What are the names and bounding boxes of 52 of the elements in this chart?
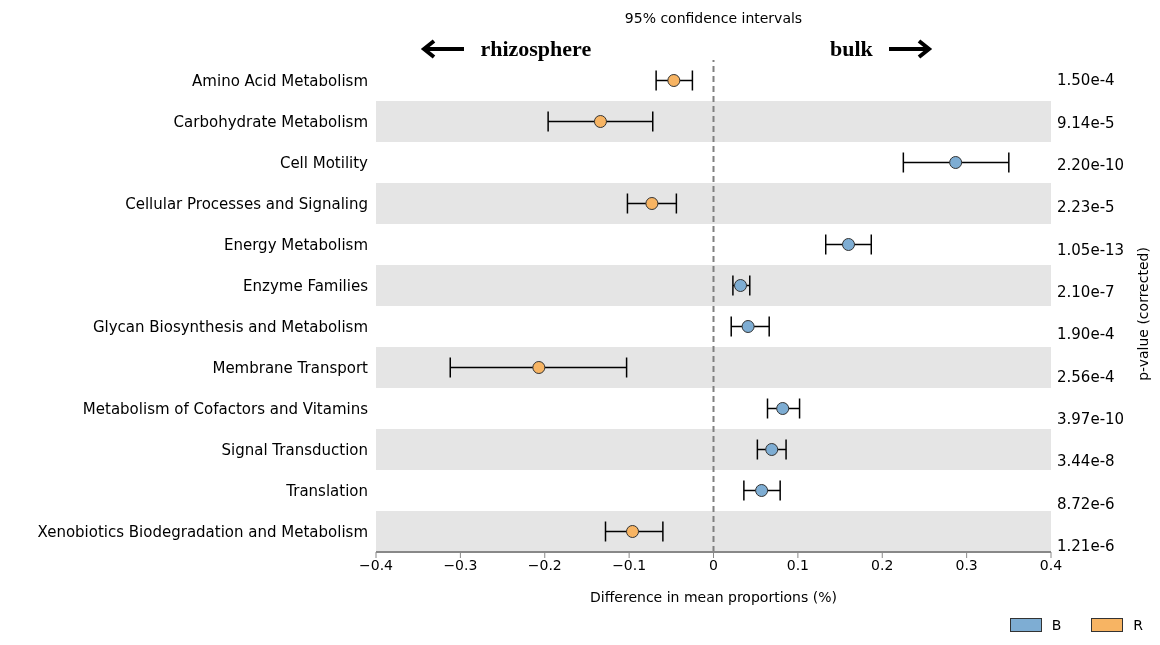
text: 2.56e-4 (1057, 367, 1115, 386)
y-tick-label: Enzyme Families (243, 276, 369, 295)
text: 1.21e-6 (1057, 536, 1115, 555)
text: p-value (corrected) (1135, 247, 1151, 381)
y-tick-label: Amino Acid Metabolism (192, 71, 368, 90)
chart-title: 95% confidence intervals (624, 10, 803, 26)
text: 3.44e-8 (1057, 452, 1115, 471)
y-tick-label: Signal Transduction (221, 440, 368, 459)
text: 1.05e-13 (1057, 240, 1125, 259)
text: 1.50e-4 (1057, 71, 1115, 90)
point (765, 443, 779, 456)
text: 9.14e-5 (1057, 113, 1115, 132)
legend-label: R (1132, 617, 1143, 633)
y-tick-label: Cellular Processes and Signaling (125, 194, 368, 213)
x-tick-label: −0.2 (527, 556, 562, 573)
y-tick-label: Xenobiotics Biodegradation and Metabolism (37, 522, 368, 541)
point (755, 484, 769, 497)
point (645, 197, 659, 210)
point (626, 525, 639, 538)
x-tick-label: −0.1 (612, 556, 647, 573)
y-tick-label: Glycan Biosynthesis and Metabolism (92, 317, 368, 336)
y-tick-label: Cell Motility (279, 153, 369, 172)
x-tick-label: 0.4 (1039, 556, 1063, 573)
point (593, 115, 607, 128)
y-tick-label: Metabolism of Cofactors and Vitamins (82, 399, 369, 418)
point (842, 238, 855, 251)
text: 2.23e-5 (1057, 198, 1115, 217)
legend-label: B (1050, 617, 1062, 633)
x-tick-label: −0.3 (443, 556, 478, 573)
point (741, 320, 755, 333)
y-tick-label: Membrane Transport (212, 358, 369, 377)
text: 8.72e-6 (1057, 494, 1115, 513)
y-tick-label: Carbohydrate Metabolism (173, 112, 368, 131)
x-tick-label: 0.3 (955, 556, 978, 573)
x-tick-label: 0.2 (871, 556, 894, 573)
x-tick-label: 0.1 (786, 556, 810, 573)
point (667, 74, 681, 87)
text: 1.90e-4 (1057, 325, 1115, 344)
y-tick-label: Energy Metabolism (224, 235, 368, 254)
text: 2.10e-7 (1057, 282, 1115, 301)
point (532, 361, 546, 374)
text: 3.97e-10 (1057, 409, 1125, 428)
point (949, 156, 963, 169)
point (776, 402, 790, 415)
x-tick-label: −0.4 (359, 556, 394, 573)
annotation: rhizosphere (480, 36, 592, 62)
point (734, 279, 747, 292)
text: 2.20e-10 (1057, 155, 1125, 174)
y-tick-label: Translation (285, 481, 368, 500)
x-axis-title: Difference in mean proportions (%) (590, 589, 837, 605)
annotation: bulk (829, 36, 873, 62)
x-tick-label: 0 (709, 556, 718, 573)
